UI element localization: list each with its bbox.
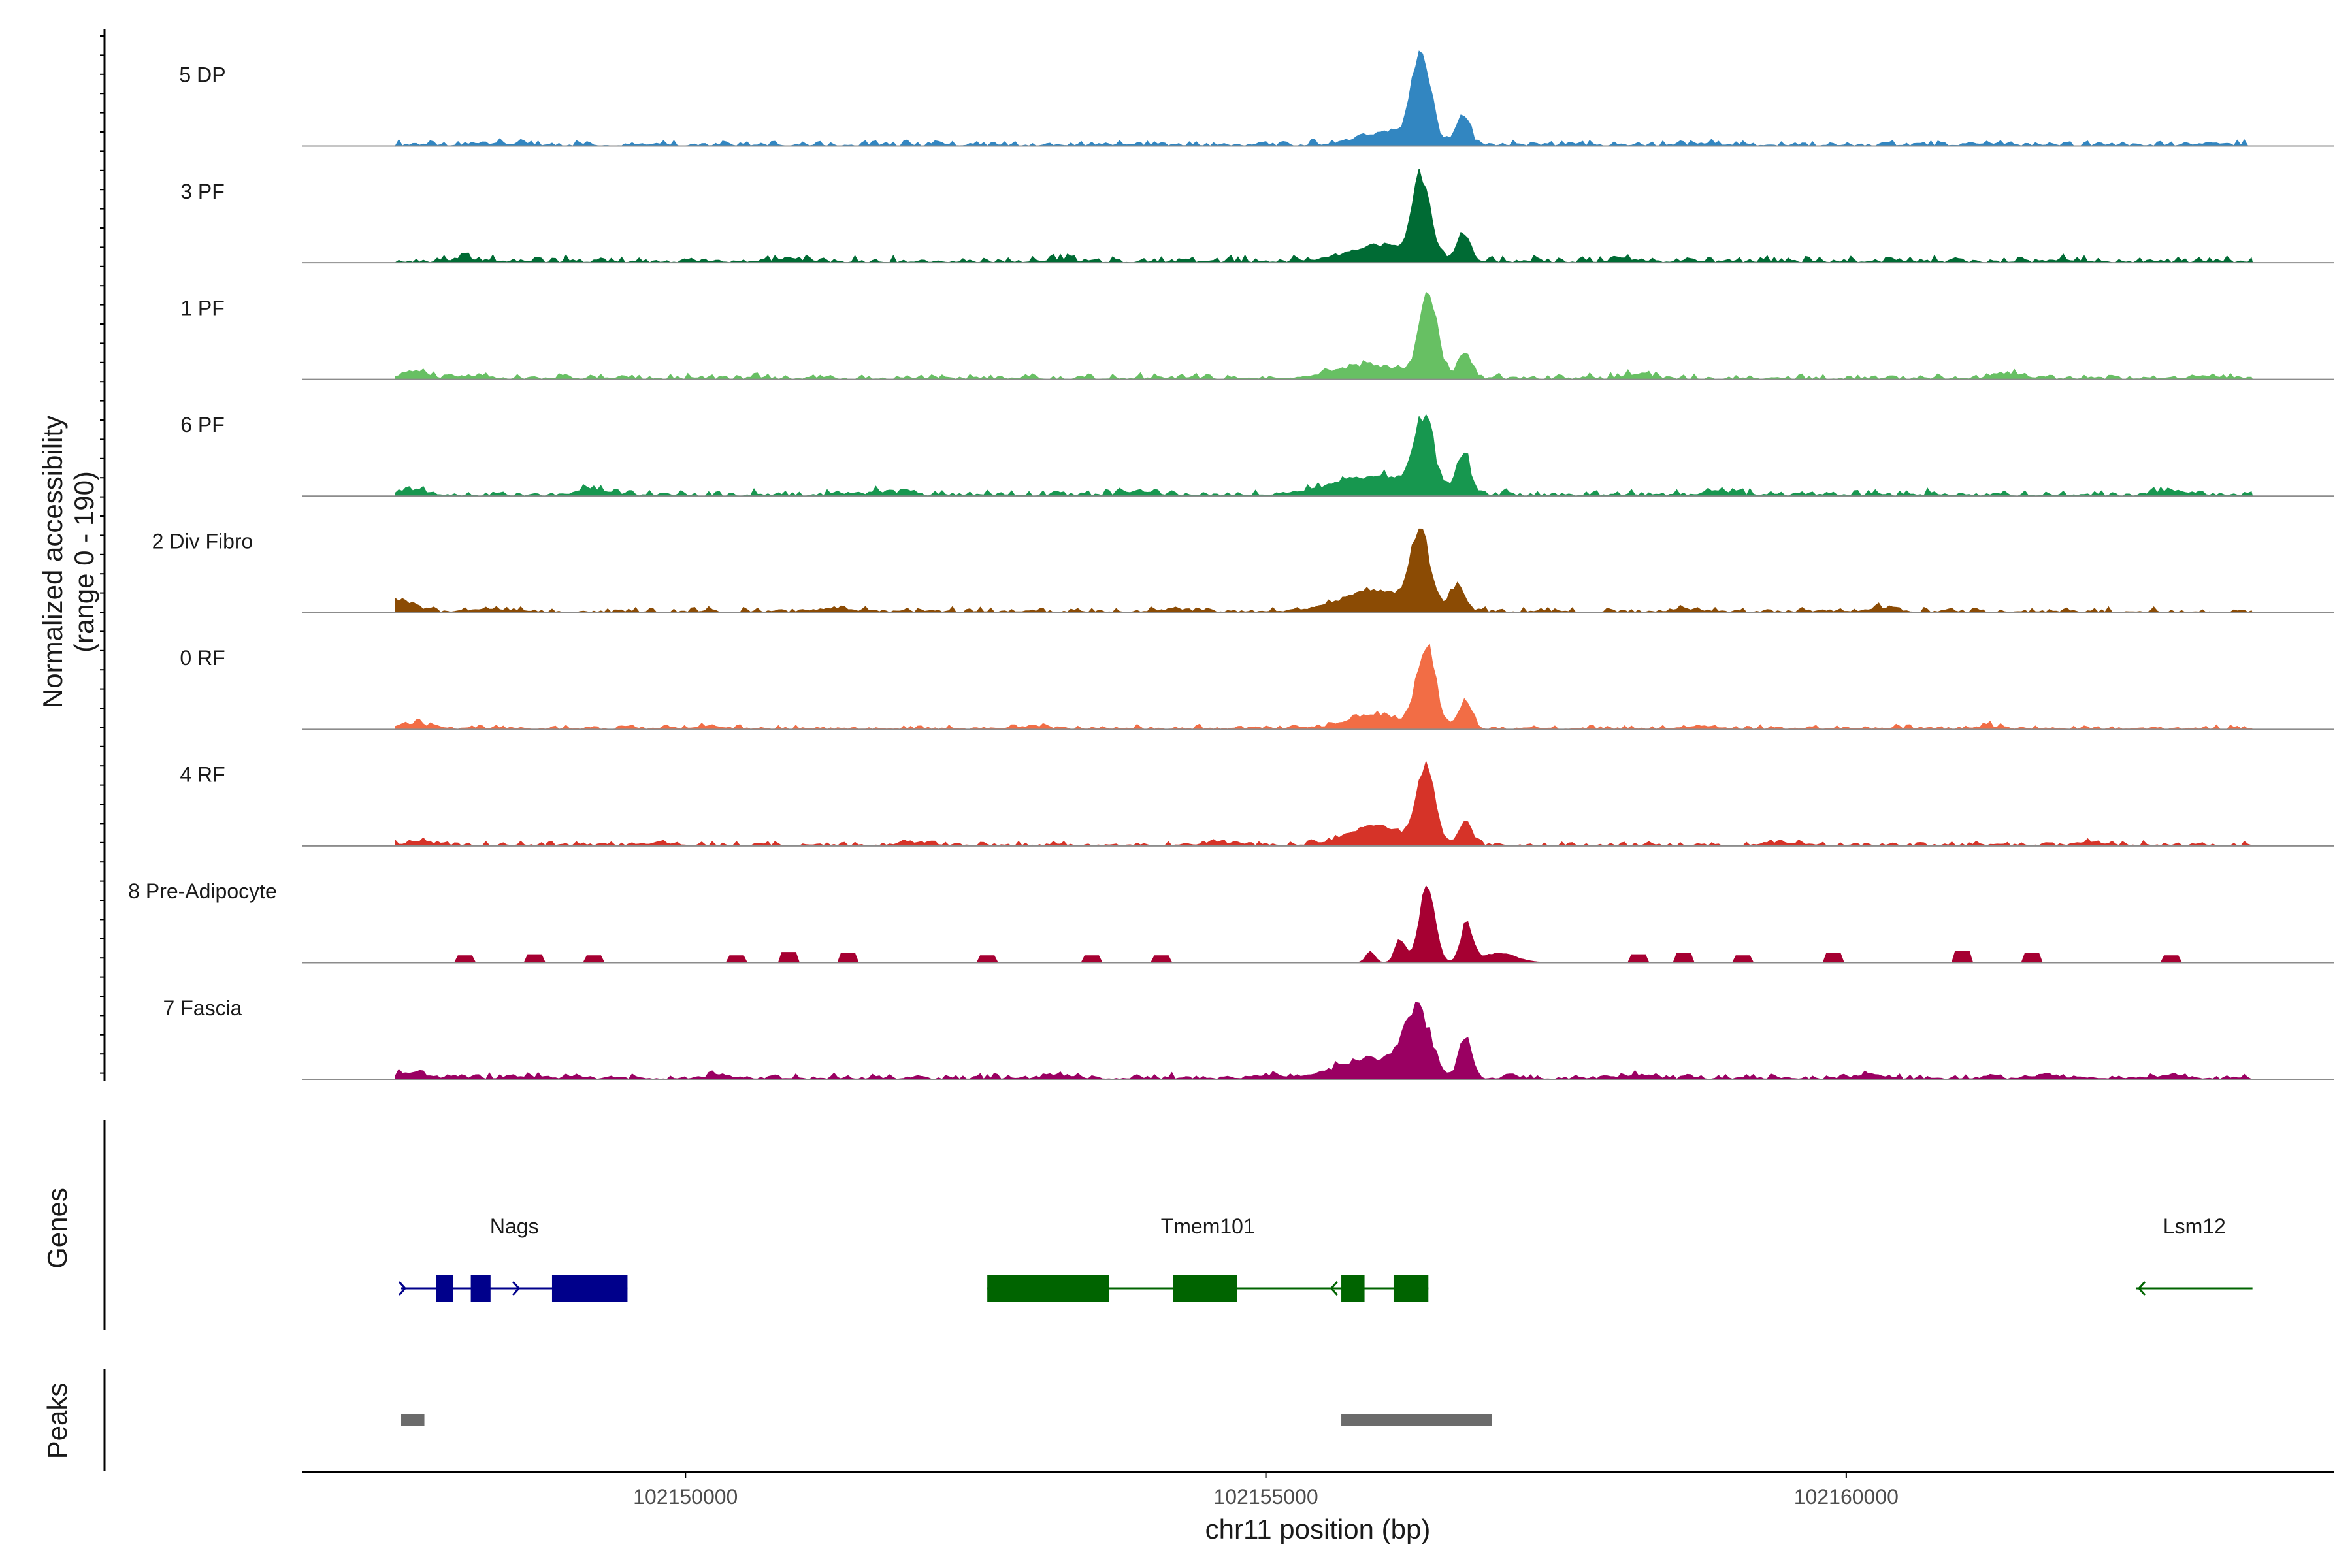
x-tick-label: 102150000 — [633, 1485, 738, 1509]
coverage-area — [395, 1002, 2253, 1080]
peak-region — [1341, 1414, 1492, 1426]
coverage-tracks: 5 DP 3 PF 1 PF 6 PF 2 Div Fibro 0 RF 4 RF 8 Pre… — [128, 50, 2334, 1080]
peaks-track — [401, 1414, 1492, 1426]
track-6-pf: 6 PF — [180, 413, 2334, 497]
strand-arrow — [512, 1281, 521, 1296]
strand-arrow — [1330, 1281, 1338, 1296]
gene-label: Lsm12 — [2163, 1215, 2226, 1238]
exon — [1393, 1275, 1429, 1302]
y-axis-title-line2: (range 0 - 190) — [69, 471, 99, 653]
track-8-pre-adipocyte: 8 Pre-Adipocyte — [128, 879, 2334, 964]
track-2-div-fibro: 2 Div Fibro — [152, 528, 2334, 613]
gene-lsm12: Lsm12 — [2136, 1215, 2253, 1296]
track-1-pf: 1 PF — [180, 291, 2334, 380]
track-4-rf: 4 RF — [180, 760, 2334, 847]
gene-label: Tmem101 — [1161, 1215, 1255, 1238]
strand-arrow — [398, 1281, 407, 1296]
strand-arrow — [2137, 1281, 2146, 1296]
track-label: 3 PF — [180, 180, 225, 203]
track-label: 5 DP — [179, 63, 225, 86]
peaks-track-label: Peaks — [42, 1383, 73, 1460]
coverage-area — [395, 643, 2254, 730]
coverage-y-ticks — [100, 35, 105, 1074]
strand-arrow — [1021, 1281, 1030, 1296]
coverage-area — [395, 291, 2253, 380]
exon — [470, 1275, 491, 1302]
track-label: 2 Div Fibro — [152, 530, 253, 553]
exon — [987, 1275, 1109, 1302]
coverage-area — [395, 760, 2254, 847]
coverage-area — [395, 885, 2253, 964]
coverage-area — [395, 528, 2253, 613]
x-tick-label: 102160000 — [1794, 1485, 1899, 1509]
track-5-dp: 5 DP — [179, 50, 2334, 148]
coverage-area — [395, 50, 2253, 148]
track-7-fascia: 7 Fascia — [163, 996, 2334, 1080]
gene-tmem101: Tmem101 — [987, 1215, 1429, 1302]
coverage-area — [395, 169, 2253, 263]
track-label: 8 Pre-Adipocyte — [128, 879, 277, 903]
y-axis-title-line1: Normalized accessibility — [37, 416, 68, 708]
exon — [1341, 1275, 1365, 1302]
genes-track-label: Genes — [42, 1188, 73, 1269]
track-label: 7 Fascia — [163, 996, 242, 1020]
x-axis-ticks: 102150000 102155000 102160000 — [633, 1472, 1899, 1509]
x-tick-label: 102155000 — [1213, 1485, 1318, 1509]
track-label: 4 RF — [180, 763, 225, 787]
exon — [436, 1275, 453, 1302]
track-0-rf: 0 RF — [180, 643, 2334, 730]
exon — [551, 1275, 628, 1302]
track-label: 6 PF — [180, 413, 225, 436]
genes-track: Nags Tmem101 Lsm12 — [398, 1215, 2253, 1302]
track-label: 0 RF — [180, 646, 225, 670]
x-axis-title: chr11 position (bp) — [1205, 1514, 1431, 1544]
y-axis-title: Normalized accessibility (range 0 - 190) — [37, 416, 99, 708]
peak-region — [401, 1414, 425, 1426]
exon — [1173, 1275, 1237, 1302]
gene-label: Nags — [490, 1215, 539, 1238]
track-3-pf: 3 PF — [180, 169, 2334, 264]
coverage-area — [395, 414, 2253, 497]
track-label: 1 PF — [180, 296, 225, 319]
gene-nags: Nags — [398, 1215, 628, 1302]
